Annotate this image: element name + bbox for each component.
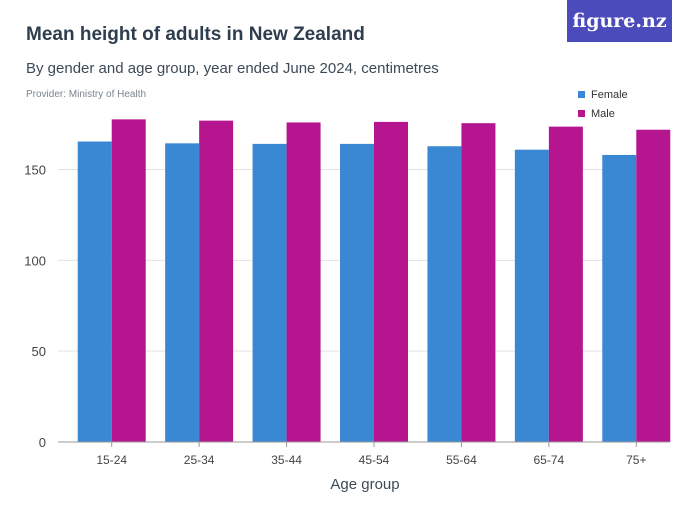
bar-male-75+[interactable] bbox=[636, 129, 671, 442]
bar-female-25-34[interactable] bbox=[165, 143, 200, 442]
bar-male-65-74[interactable] bbox=[548, 126, 583, 443]
bar-female-65-74[interactable] bbox=[514, 149, 549, 442]
chart-legend: Female Male bbox=[578, 85, 628, 123]
y-tick-label-50: 50 bbox=[32, 344, 46, 359]
bar-female-15-24[interactable] bbox=[77, 141, 112, 443]
y-tick-label-150: 150 bbox=[24, 163, 46, 178]
y-tick-label-0: 0 bbox=[39, 435, 46, 450]
bar-male-25-34[interactable] bbox=[199, 120, 234, 443]
data-provider: Provider: Ministry of Health bbox=[26, 89, 147, 100]
x-axis-ticks: 15-24 25-34 35-44 45-54 55-64 65-74 75+ bbox=[96, 442, 646, 467]
bar-female-55-64[interactable] bbox=[427, 146, 462, 442]
chart-subtitle: By gender and age group, year ended June… bbox=[26, 60, 439, 77]
legend-label-male: Male bbox=[591, 107, 615, 120]
bar-female-75+[interactable] bbox=[602, 154, 637, 442]
bar-male-15-24[interactable] bbox=[111, 119, 146, 443]
bar-female-45-54[interactable] bbox=[340, 143, 374, 442]
legend-swatch-female bbox=[578, 91, 585, 98]
x-tick-label-35-44: 35-44 bbox=[271, 453, 302, 467]
bar-male-35-44[interactable] bbox=[286, 122, 321, 442]
bars bbox=[77, 119, 671, 443]
figure-nz-logo[interactable]: figure.nz bbox=[567, 0, 672, 42]
x-tick-label-45-54: 45-54 bbox=[359, 453, 390, 467]
x-tick-label-55-64: 55-64 bbox=[446, 453, 477, 467]
x-tick-label-75+: 75+ bbox=[626, 453, 646, 467]
y-tick-label-100: 100 bbox=[24, 253, 46, 268]
bar-female-35-44[interactable] bbox=[252, 143, 287, 442]
chart-title: Mean height of adults in New Zealand bbox=[26, 24, 365, 45]
x-tick-label-65-74: 65-74 bbox=[534, 453, 565, 467]
bar-male-55-64[interactable] bbox=[461, 123, 496, 443]
legend-item-male: Male bbox=[578, 104, 628, 123]
x-axis-label: Age group bbox=[330, 476, 399, 493]
y-axis-ticks: 0 50 100 150 bbox=[24, 163, 46, 451]
bar-male-45-54[interactable] bbox=[374, 121, 408, 443]
legend-item-female: Female bbox=[578, 85, 628, 104]
legend-swatch-male bbox=[578, 110, 585, 117]
x-tick-label-15-24: 15-24 bbox=[96, 453, 127, 467]
x-tick-label-25-34: 25-34 bbox=[184, 453, 215, 467]
legend-label-female: Female bbox=[591, 88, 628, 101]
